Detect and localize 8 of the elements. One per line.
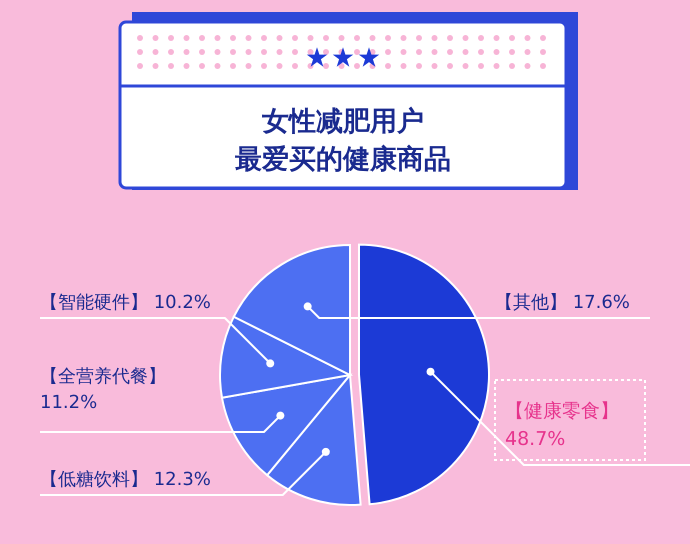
slice-label: 【低糖饮料】 12.3% xyxy=(40,469,211,490)
slice-label: 【其他】 17.6% xyxy=(495,292,630,313)
data-label: 11.2% xyxy=(40,392,98,413)
chart-title: 女性减肥用户最爱买的健康商品 xyxy=(234,106,451,175)
data-label: 48.7% xyxy=(505,428,566,450)
slice-label: 【智能硬件】 10.2% xyxy=(40,292,211,313)
slice-label: 【健康零食】 xyxy=(505,400,619,422)
slice-label: 【全营养代餐】 xyxy=(40,366,166,387)
